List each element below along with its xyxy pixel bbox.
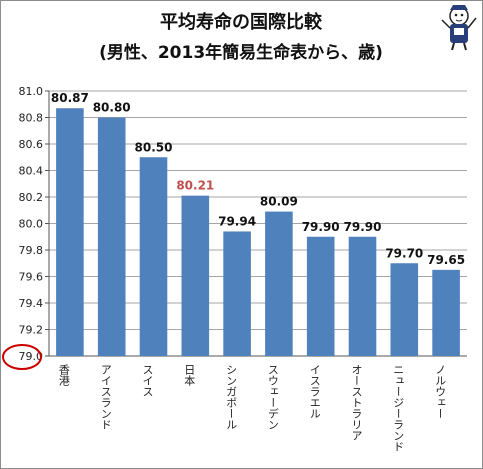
category-label: ノルウェー: [434, 364, 447, 419]
bar: [56, 108, 84, 356]
baseline-highlight-circle: [2, 344, 42, 370]
chart-title-line-2: (男性、2013年簡易生命表から、歳): [99, 42, 383, 63]
category-label: シンガポール: [225, 364, 238, 430]
data-label: 79.70: [385, 246, 423, 260]
category-label: スイス: [141, 364, 154, 397]
bar: [181, 195, 210, 356]
bar: [265, 211, 293, 356]
data-labels: 80.87 80.80 80.50 80.21 79.94 80.09 79.90 79.90…: [51, 91, 465, 267]
category-label: オーストラリア: [350, 364, 363, 441]
data-label: 80.09: [260, 195, 298, 209]
y-tick-label: 80.8: [19, 112, 44, 125]
y-tick-label: 79.4: [19, 297, 44, 310]
data-label: 80.80: [93, 101, 131, 115]
chart-title-line-1: 平均寿命の国際比較: [160, 11, 323, 33]
category-label: スウェーデン: [266, 364, 279, 430]
bars: [56, 108, 460, 356]
data-label: 80.21: [176, 179, 214, 193]
bar: [139, 157, 168, 356]
bar: [348, 236, 377, 356]
y-tick-label: 79.8: [19, 244, 44, 257]
category-label: イスラエル: [308, 364, 321, 419]
y-tick-label: 79.6: [19, 271, 44, 284]
category-label: ニュージーランド: [392, 364, 405, 452]
y-tick-label: 80.4: [19, 165, 44, 178]
mascot-illustration-icon: [441, 5, 477, 51]
category-label: 日本: [183, 364, 196, 387]
y-tick-label: 81.0: [19, 85, 44, 98]
bar: [97, 117, 126, 356]
data-label: 80.87: [51, 91, 89, 105]
bar: [223, 231, 251, 356]
data-label: 79.65: [427, 253, 465, 267]
y-tick-label: 79.2: [19, 324, 44, 337]
y-tick-label: 79.0: [19, 350, 44, 363]
y-tick-label: 80.2: [19, 191, 44, 204]
data-label: 80.50: [135, 140, 173, 154]
bar: [306, 236, 335, 356]
category-label: 香港: [57, 364, 70, 386]
y-tick-label: 80.0: [19, 218, 44, 231]
data-label: 79.94: [218, 214, 256, 228]
data-label: 79.90: [302, 220, 340, 234]
y-tick-label: 80.6: [19, 138, 44, 151]
category-label: アイスランド: [99, 364, 112, 430]
category-labels: 香港 アイスランド スイス 日本 シンガポール スウェーデン イスラエル オーストラリア ニュー…: [57, 364, 446, 452]
bar: [432, 269, 460, 356]
data-label: 79.90: [344, 220, 382, 234]
bar: [390, 263, 419, 356]
